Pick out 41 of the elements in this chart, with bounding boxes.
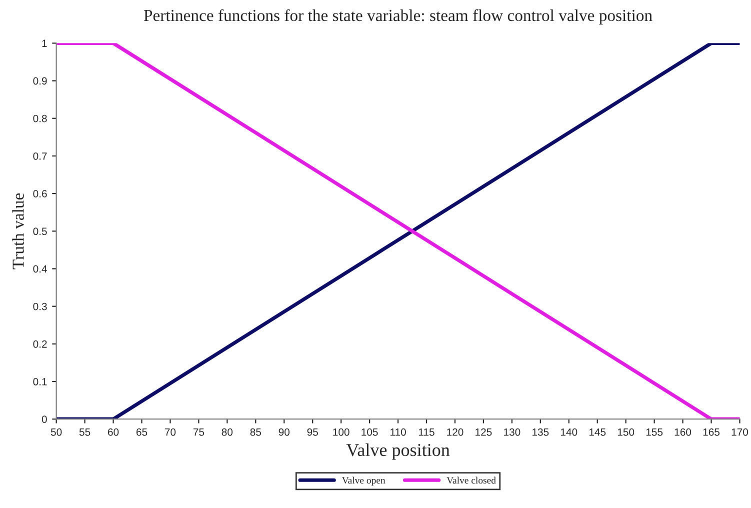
x-tick-label: 105 bbox=[362, 428, 378, 436]
legend-label: Valve closed bbox=[446, 476, 496, 484]
x-tick-label: 125 bbox=[476, 428, 492, 436]
x-tick-label: 85 bbox=[250, 428, 262, 436]
y-tick-label: 0.8 bbox=[33, 114, 47, 122]
x-tick-label: 80 bbox=[222, 428, 233, 436]
y-tick-label: 0.2 bbox=[33, 340, 47, 348]
chart-title: Pertinence functions for the state variable: steam flow control valve position bbox=[144, 9, 652, 25]
y-tick-label: 0 bbox=[42, 416, 47, 423]
y-tick-label: 0.9 bbox=[33, 77, 47, 85]
x-tick-label: 65 bbox=[136, 428, 148, 436]
x-tick-label: 90 bbox=[278, 428, 290, 436]
x-tick-label: 50 bbox=[50, 428, 62, 436]
x-tick-label: 100 bbox=[333, 428, 350, 436]
x-axis-title: Valve position bbox=[346, 443, 450, 460]
x-tick-label: 55 bbox=[79, 428, 90, 436]
x-tick-label: 110 bbox=[390, 428, 406, 436]
y-tick-label: 0.1 bbox=[33, 378, 47, 386]
x-tick-label: 60 bbox=[108, 428, 119, 436]
x-tick-label: 70 bbox=[164, 428, 176, 436]
y-tick-label: 0.3 bbox=[33, 302, 47, 310]
x-tick-label: 130 bbox=[504, 428, 520, 436]
x-tick-label: 120 bbox=[447, 428, 464, 436]
y-tick-label: 0.5 bbox=[33, 228, 47, 236]
legend-label: Valve open bbox=[342, 476, 386, 486]
x-tick-label: 160 bbox=[674, 428, 692, 436]
x-tick-label: 140 bbox=[560, 428, 578, 436]
y-tick-label: 1 bbox=[42, 40, 47, 47]
x-tick-label: 145 bbox=[589, 428, 606, 436]
y-axis-title: Truth value bbox=[12, 193, 24, 270]
y-tick-label: 0.6 bbox=[33, 190, 47, 198]
x-tick-label: 155 bbox=[646, 428, 663, 436]
x-tick-label: 165 bbox=[703, 428, 720, 436]
x-tick-label: 95 bbox=[307, 428, 318, 436]
x-tick-label: 170 bbox=[732, 428, 748, 436]
x-tick-label: 150 bbox=[618, 428, 634, 436]
x-tick-label: 75 bbox=[193, 428, 204, 436]
x-tick-label: 115 bbox=[418, 428, 434, 436]
x-tick-label: 135 bbox=[532, 428, 549, 436]
y-tick-label: 0.4 bbox=[33, 265, 47, 273]
y-tick-label: 0.7 bbox=[33, 152, 47, 160]
